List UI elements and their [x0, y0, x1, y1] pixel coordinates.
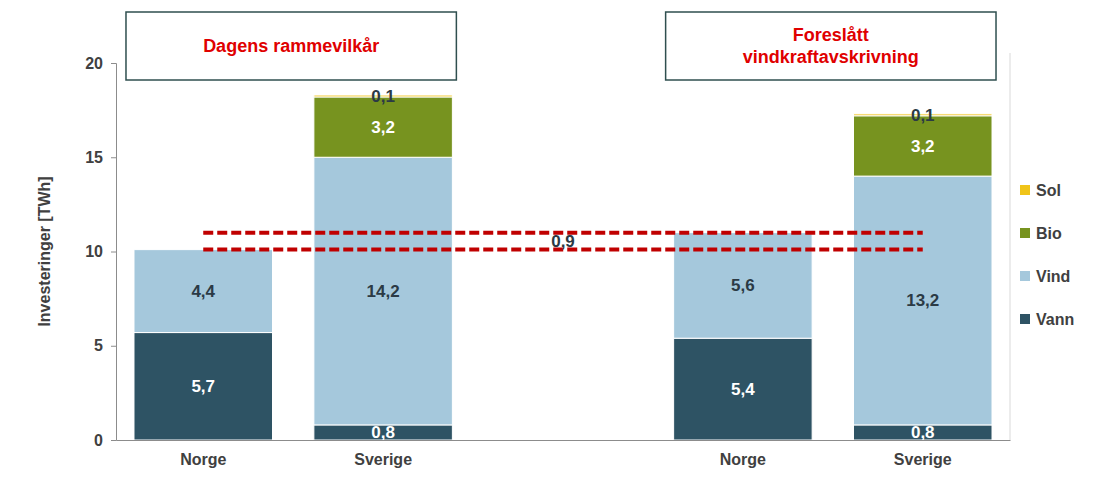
y-tick-mark [111, 157, 116, 158]
legend-label: Vann [1036, 311, 1074, 328]
annotation-box [666, 12, 996, 80]
data-label: 0,8 [371, 423, 395, 442]
annotation-text: Foreslått [793, 25, 869, 45]
x-tick-label: Norge [720, 451, 766, 468]
y-tick-mark [111, 252, 116, 253]
annotation-text: Dagens rammevilkår [203, 36, 379, 56]
y-tick: 15 [85, 149, 116, 166]
y-tick-label: 5 [94, 337, 103, 354]
legend: Sol Bio Vind Vann [1020, 182, 1074, 328]
difference-label: 0,9 [551, 232, 575, 251]
data-label: 14,2 [367, 282, 400, 301]
data-labels: 5,7 0,8 5,4 0,8 4,4 14,2 5,6 13,2 3,2 3,2 0,1 0,1 [191, 87, 939, 442]
legend-marker [1020, 228, 1030, 238]
data-label: 5,7 [191, 377, 215, 396]
data-label: 5,4 [731, 380, 755, 399]
bar-segment [854, 116, 993, 176]
data-label: 13,2 [906, 291, 939, 310]
y-axis-line [111, 64, 117, 441]
legend-label: Sol [1036, 182, 1061, 199]
bar-segment [314, 97, 453, 157]
y-axis: 0 5 10 15 20 [85, 55, 116, 449]
x-tick-label: Sverige [894, 451, 952, 468]
legend-marker [1020, 314, 1030, 324]
y-tick-label: 20 [85, 55, 103, 72]
frame-line [1010, 53, 1011, 440]
bar-segment [314, 157, 453, 425]
y-tick-label: 10 [85, 243, 103, 260]
annotation: Dagens rammevilkår [126, 12, 456, 80]
data-label: 3,2 [371, 118, 395, 137]
y-tick: 10 [85, 243, 116, 260]
data-label: 0,8 [911, 423, 935, 442]
y-tick-label: 0 [94, 432, 103, 449]
y-axis-title: Investeringer [TWh] [36, 176, 53, 326]
data-label: 0,1 [371, 87, 395, 106]
bar-segment [674, 338, 813, 440]
y-tick-mark [111, 346, 116, 347]
y-tick-label: 15 [85, 149, 103, 166]
legend-marker [1020, 185, 1030, 195]
data-label: 5,6 [731, 276, 755, 295]
annotation-box [126, 12, 456, 80]
x-tick-label: Sverige [354, 451, 412, 468]
y-tick: 5 [94, 337, 116, 354]
legend-marker [1020, 271, 1030, 281]
data-label: 4,4 [191, 282, 215, 301]
y-tick: 0 [94, 432, 116, 449]
y-tick-mark [111, 440, 116, 441]
x-tick: Sverige [354, 440, 412, 468]
bar-segment [854, 176, 993, 425]
x-axis: Norge Sverige Norge Sverige [117, 440, 1011, 468]
annotation: Foreslåttvindkraftavskrivning [666, 12, 996, 80]
y-tick: 20 [85, 55, 116, 72]
x-tick: Norge [720, 440, 766, 468]
bar-segment [134, 333, 273, 440]
data-label: 0,1 [911, 106, 935, 125]
y-tick-mark [111, 63, 116, 64]
legend-label: Bio [1036, 225, 1062, 242]
x-tick: Sverige [894, 440, 952, 468]
x-axis-line [117, 440, 1011, 441]
plot-area [134, 95, 992, 440]
bar-segment [134, 250, 273, 333]
legend-label: Vind [1036, 268, 1070, 285]
x-tick-label: Norge [180, 451, 226, 468]
x-tick: Norge [180, 440, 226, 468]
annotation-text: vindkraftavskrivning [743, 47, 919, 67]
data-label: 3,2 [911, 137, 935, 156]
chart: 5,7 0,8 5,4 0,8 4,4 14,2 5,6 13,2 3,2 3,2 0,1 0,1 0,… [0, 0, 1107, 497]
